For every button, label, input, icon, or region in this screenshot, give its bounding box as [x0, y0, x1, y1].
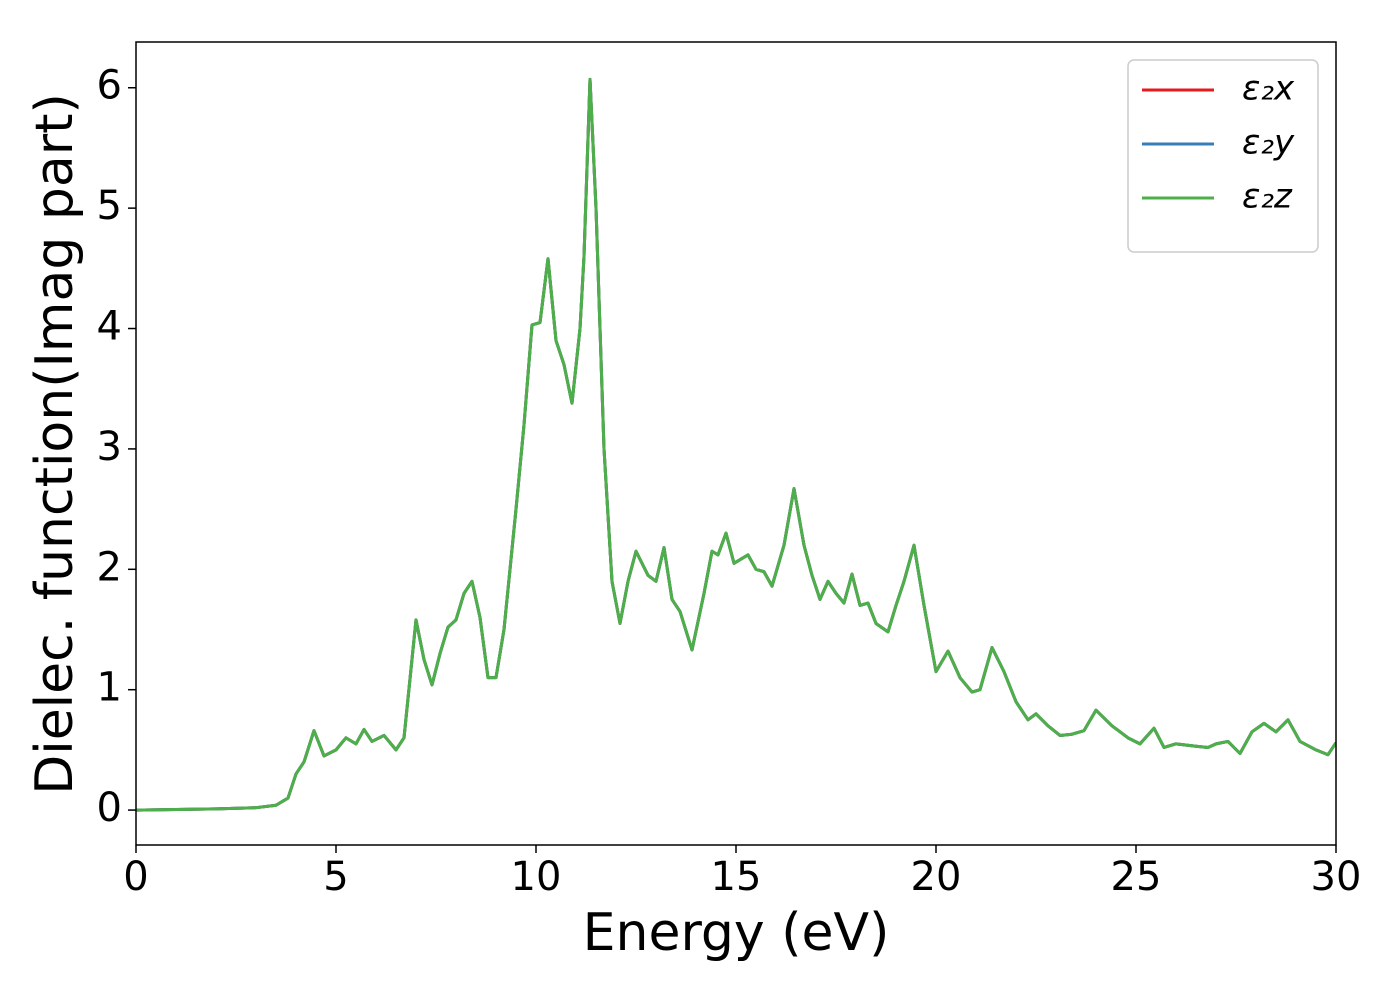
x-tick-label: 0 [123, 854, 148, 900]
x-tick-label: 20 [911, 854, 962, 900]
legend-label: ε₂y [1242, 123, 1295, 163]
x-tick-label: 5 [323, 854, 348, 900]
y-tick-label: 4 [97, 304, 122, 350]
x-tick-label: 15 [711, 854, 762, 900]
plot-frame [135, 41, 1337, 846]
y-tick-label: 2 [97, 544, 122, 590]
data-line [136, 77, 1336, 812]
y-tick-label: 3 [97, 424, 122, 470]
x-tick-label: 30 [1311, 854, 1362, 900]
y-tick-label: 6 [97, 63, 122, 109]
y-tick-label: 0 [97, 785, 122, 831]
legend-box [1127, 59, 1319, 253]
x-tick-label: 25 [1111, 854, 1162, 900]
legend-label: ε₂z [1242, 177, 1293, 217]
legend-label: ε₂x [1242, 69, 1295, 109]
y-axis-label: Dielec. function(Imag part) [25, 93, 85, 795]
x-tick-label: 10 [511, 854, 562, 900]
y-tick-label: 5 [97, 183, 122, 229]
x-axis-label: Energy (eV) [583, 903, 890, 963]
y-tick-label: 1 [97, 665, 122, 711]
